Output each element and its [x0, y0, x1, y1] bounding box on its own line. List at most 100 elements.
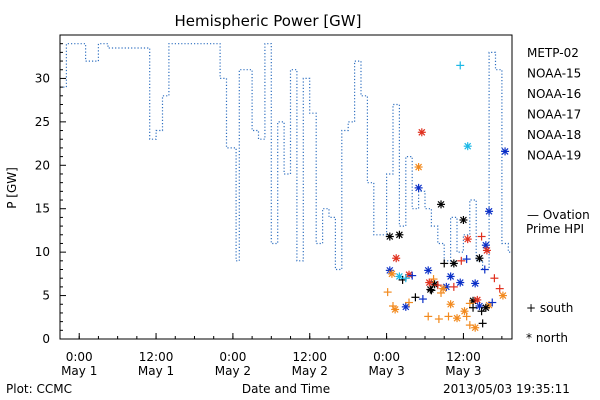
- point-stroke: [418, 128, 426, 136]
- point-stroke: [425, 279, 433, 286]
- data-point-south: [408, 271, 417, 280]
- data-point-north: [414, 163, 423, 172]
- x-tick-label-time: 0:00: [66, 350, 93, 364]
- legend-entry-noaa-17: NOAA-17: [527, 108, 581, 122]
- ovation-series-layer: [60, 43, 512, 271]
- x-tick-label-time: 12:00: [446, 350, 481, 364]
- ovation-label-line2: Prime HPI: [526, 222, 584, 236]
- legend-entry-noaa-19: NOAA-19: [527, 149, 581, 163]
- point-stroke: [476, 302, 483, 310]
- point-stroke: [424, 266, 432, 274]
- point-stroke: [450, 260, 458, 267]
- data-point-south: [495, 284, 504, 293]
- point-stroke: [469, 297, 477, 305]
- data-point-north: [501, 147, 510, 156]
- data-point-north: [439, 284, 448, 293]
- data-point-south: [490, 274, 499, 283]
- data-point-north: [437, 200, 446, 209]
- satellite-legend: METP-02 NOAA-15 NOAA-16 NOAA-17 NOAA-18 NOAA-…: [527, 46, 581, 163]
- chart-title: Hemispheric Power [GW]: [175, 12, 362, 30]
- point-stroke: [464, 235, 472, 243]
- point-stroke: [405, 271, 413, 279]
- y-tick-label: 0: [42, 332, 50, 346]
- data-point-south: [469, 303, 478, 312]
- data-point-north: [463, 142, 472, 151]
- x-tick-label-time: 0:00: [373, 350, 400, 364]
- x-tick-label-date: May 3: [445, 364, 481, 378]
- data-point-south: [477, 307, 486, 316]
- point-stroke: [471, 279, 479, 287]
- data-point-north: [414, 183, 423, 192]
- point-stroke: [395, 231, 403, 239]
- data-point-south: [433, 281, 442, 290]
- legend-entry-noaa-18: NOAA-18: [527, 128, 581, 142]
- point-stroke: [471, 324, 479, 332]
- data-point-north: [481, 241, 490, 250]
- point-stroke: [460, 216, 467, 224]
- x-tick-label-time: 12:00: [292, 350, 327, 364]
- x-tick-label-time: 0:00: [219, 350, 246, 364]
- point-stroke: [391, 306, 399, 313]
- point-stroke: [476, 254, 483, 262]
- point-stroke: [415, 184, 423, 192]
- point-stroke: [431, 280, 439, 288]
- point-stroke: [482, 241, 490, 249]
- data-point-north: [475, 254, 484, 263]
- marker-legend-north: * north: [526, 331, 568, 345]
- point-stroke: [415, 163, 423, 171]
- point-stroke: [402, 303, 410, 311]
- data-point-south: [429, 275, 438, 284]
- data-point-south: [424, 312, 433, 321]
- y-tick-label: 10: [35, 245, 50, 259]
- data-point-south: [434, 315, 443, 324]
- data-point-north: [471, 323, 480, 332]
- legend-entry-noaa-16: NOAA-16: [527, 87, 581, 101]
- x-tick-label-time: 12:00: [139, 350, 174, 364]
- legend-entry-noaa-15: NOAA-15: [527, 67, 581, 81]
- point-stroke: [485, 207, 493, 215]
- data-point-south: [462, 255, 471, 264]
- plot-frame: [59, 34, 513, 340]
- plot-credit: Plot: CCMC: [6, 382, 72, 396]
- data-point-north: [471, 279, 480, 288]
- point-stroke: [461, 307, 468, 315]
- point-stroke: [482, 304, 490, 312]
- y-tick-label: 5: [42, 289, 50, 303]
- point-stroke: [453, 314, 461, 322]
- data-point-north: [417, 128, 426, 137]
- data-point-north: [498, 291, 507, 300]
- data-point-south: [465, 299, 474, 308]
- y-tick-label: 15: [35, 202, 50, 216]
- data-point-south: [449, 282, 458, 291]
- data-point-south: [457, 256, 466, 265]
- data-point-south: [488, 298, 497, 307]
- data-point-north: [485, 207, 494, 216]
- y-axis-label: P [GW]: [5, 167, 19, 209]
- ovation-label-line1: — Ovation: [527, 208, 590, 222]
- point-stroke: [483, 246, 491, 254]
- legend-entry-metp-02: METP-02: [527, 46, 579, 60]
- x-tick-label-date: May 2: [215, 364, 251, 378]
- y-axis: 0 5 10 15 20 25 30: [35, 43, 66, 346]
- data-point-north: [395, 230, 404, 239]
- x-tick-label-date: May 3: [368, 364, 404, 378]
- data-point-south: [401, 274, 410, 283]
- point-stroke: [426, 286, 434, 293]
- y-tick-label: 20: [35, 158, 50, 172]
- marker-legend-south: + south: [526, 301, 573, 315]
- data-point-south: [480, 265, 489, 274]
- y-tick-label: 30: [35, 71, 50, 85]
- data-point-north: [481, 303, 490, 312]
- data-point-north: [385, 232, 394, 241]
- point-stroke: [456, 279, 464, 286]
- x-tick-label-date: May 1: [138, 364, 174, 378]
- data-point-north: [391, 305, 400, 314]
- data-point-north: [456, 278, 465, 287]
- data-point-south: [383, 288, 392, 297]
- data-point-south: [444, 312, 453, 321]
- point-stroke: [395, 273, 403, 280]
- data-point-south: [405, 298, 414, 307]
- point-stroke: [392, 254, 400, 262]
- plot-timestamp: 2013/05/03 19:35:11: [443, 382, 570, 396]
